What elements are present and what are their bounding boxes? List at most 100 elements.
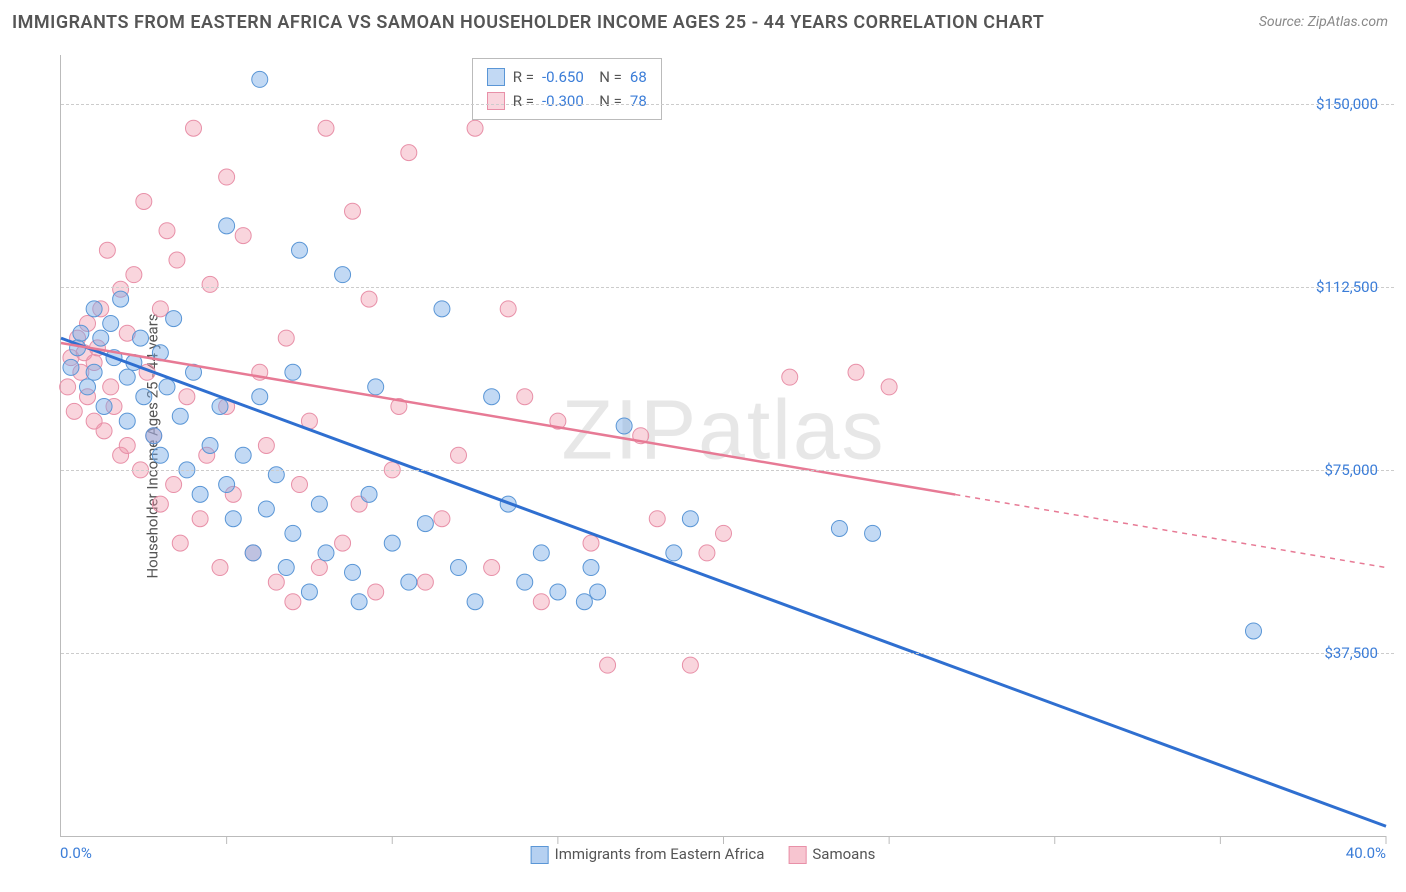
data-point (1246, 623, 1262, 639)
y-tick-label: $37,500 (1324, 644, 1378, 662)
data-point (682, 657, 698, 673)
data-point (159, 223, 175, 239)
data-point (451, 560, 467, 576)
gridline-horizontal (61, 287, 1394, 288)
data-point (292, 242, 308, 258)
stats-row: R = -0.650 N = 68 (487, 65, 647, 89)
data-point (583, 535, 599, 551)
data-point (146, 428, 162, 444)
stats-r-label: R = (513, 65, 534, 89)
data-point (361, 291, 377, 307)
data-point (533, 545, 549, 561)
data-point (368, 379, 384, 395)
data-point (335, 535, 351, 551)
gridline-horizontal (61, 104, 1394, 105)
data-point (136, 389, 152, 405)
data-point (351, 594, 367, 610)
data-point (782, 369, 798, 385)
data-point (235, 228, 251, 244)
gridline-horizontal (61, 653, 1394, 654)
data-point (285, 364, 301, 380)
data-point (649, 511, 665, 527)
data-point (166, 311, 182, 327)
stats-r-label: R = (513, 89, 534, 113)
data-point (202, 438, 218, 454)
data-point (96, 398, 112, 414)
data-point (63, 359, 79, 375)
data-point (202, 276, 218, 292)
data-point (278, 330, 294, 346)
data-point (576, 594, 592, 610)
data-point (80, 379, 96, 395)
correlation-stats-box: R = -0.650 N = 68R = -0.300 N = 78 (472, 58, 662, 120)
data-point (335, 267, 351, 283)
data-point (219, 169, 235, 185)
data-point (212, 398, 228, 414)
data-point (258, 501, 274, 517)
data-point (467, 594, 483, 610)
data-point (159, 379, 175, 395)
data-point (550, 584, 566, 600)
data-point (245, 545, 261, 561)
data-point (417, 516, 433, 532)
data-point (60, 379, 76, 395)
data-point (172, 408, 188, 424)
data-point (517, 574, 533, 590)
data-point (285, 525, 301, 541)
data-point (434, 511, 450, 527)
data-point (119, 438, 135, 454)
data-point (278, 560, 294, 576)
data-point (113, 291, 129, 307)
data-point (368, 584, 384, 600)
data-point (152, 447, 168, 463)
stats-n-label: N = (592, 89, 622, 113)
data-point (467, 120, 483, 136)
data-point (285, 594, 301, 610)
stats-swatch (487, 92, 505, 110)
stats-n-label: N = (592, 65, 622, 89)
x-axis-min-label: 0.0% (60, 844, 92, 862)
data-point (831, 520, 847, 536)
data-point (865, 525, 881, 541)
data-point (361, 486, 377, 502)
data-point (252, 389, 268, 405)
data-point (682, 511, 698, 527)
data-point (66, 403, 82, 419)
data-point (152, 496, 168, 512)
legend-bottom: Immigrants from Eastern AfricaSamoans (531, 845, 876, 864)
data-point (666, 545, 682, 561)
legend-swatch (788, 846, 806, 864)
data-point (235, 447, 251, 463)
data-point (73, 325, 89, 341)
data-point (103, 315, 119, 331)
data-point (192, 486, 208, 502)
data-point (517, 389, 533, 405)
data-point (252, 71, 268, 87)
data-point (179, 389, 195, 405)
data-point (484, 389, 500, 405)
data-point (103, 379, 119, 395)
data-point (533, 594, 549, 610)
data-point (311, 560, 327, 576)
data-point (219, 218, 235, 234)
data-point (384, 535, 400, 551)
data-point (136, 193, 152, 209)
legend-item: Samoans (788, 845, 875, 864)
data-point (86, 364, 102, 380)
stats-n-value: 78 (630, 89, 647, 113)
data-point (590, 584, 606, 600)
data-point (96, 423, 112, 439)
data-point (133, 330, 149, 346)
data-point (192, 511, 208, 527)
source-citation: Source: ZipAtlas.com (1259, 14, 1388, 30)
data-point (292, 477, 308, 493)
data-point (268, 574, 284, 590)
data-point (583, 560, 599, 576)
stats-r-value: -0.650 (542, 65, 584, 89)
stats-r-value: -0.300 (542, 89, 584, 113)
data-point (318, 120, 334, 136)
data-point (93, 330, 109, 346)
chart-title: IMMIGRANTS FROM EASTERN AFRICA VS SAMOAN… (12, 12, 1044, 33)
y-tick-label: $112,500 (1316, 278, 1378, 296)
data-point (451, 447, 467, 463)
